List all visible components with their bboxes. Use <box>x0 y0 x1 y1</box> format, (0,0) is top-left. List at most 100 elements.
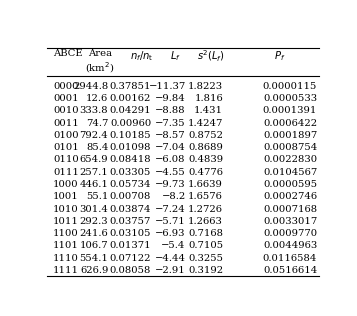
Text: 2944.8: 2944.8 <box>73 82 108 91</box>
Text: −8.57: −8.57 <box>155 131 186 140</box>
Text: 0.03874: 0.03874 <box>110 204 151 214</box>
Text: 0.04291: 0.04291 <box>110 106 151 115</box>
Text: −7.24: −7.24 <box>155 204 186 214</box>
Text: ABCE: ABCE <box>53 49 82 58</box>
Text: 1001: 1001 <box>53 192 79 201</box>
Text: 0001: 0001 <box>53 94 79 103</box>
Text: 1.2663: 1.2663 <box>188 217 223 226</box>
Text: 1.4247: 1.4247 <box>188 118 223 128</box>
Text: 1111: 1111 <box>53 266 79 275</box>
Text: 0101: 0101 <box>53 143 79 152</box>
Text: 0.0044963: 0.0044963 <box>263 241 317 251</box>
Text: 0.0002746: 0.0002746 <box>263 192 317 201</box>
Text: −6.08: −6.08 <box>155 155 186 164</box>
Text: 85.4: 85.4 <box>86 143 108 152</box>
Text: −4.55: −4.55 <box>155 168 186 177</box>
Text: 0.01371: 0.01371 <box>110 241 151 251</box>
Text: 0.7168: 0.7168 <box>188 229 223 238</box>
Text: 55.1: 55.1 <box>86 192 108 201</box>
Text: 0.0009770: 0.0009770 <box>263 229 317 238</box>
Text: −5.71: −5.71 <box>155 217 186 226</box>
Text: −5.4: −5.4 <box>161 241 186 251</box>
Text: 1010: 1010 <box>53 204 79 214</box>
Text: 0011: 0011 <box>53 118 79 128</box>
Text: 0.00162: 0.00162 <box>110 94 151 103</box>
Text: 106.7: 106.7 <box>80 241 108 251</box>
Text: 0.03105: 0.03105 <box>110 229 151 238</box>
Text: 0.0001897: 0.0001897 <box>263 131 317 140</box>
Text: 0.08418: 0.08418 <box>110 155 151 164</box>
Text: −2.91: −2.91 <box>155 266 186 275</box>
Text: 0.08058: 0.08058 <box>110 266 151 275</box>
Text: 0.37851: 0.37851 <box>110 82 151 91</box>
Text: 0.01098: 0.01098 <box>110 143 151 152</box>
Text: −7.35: −7.35 <box>155 118 186 128</box>
Text: 1.816: 1.816 <box>194 94 223 103</box>
Text: 554.1: 554.1 <box>79 254 108 263</box>
Text: −4.44: −4.44 <box>155 254 186 263</box>
Text: $s^2(L_f)$: $s^2(L_f)$ <box>197 49 225 64</box>
Text: 1000: 1000 <box>53 180 79 189</box>
Text: 0.0116584: 0.0116584 <box>263 254 317 263</box>
Text: 0.0000595: 0.0000595 <box>263 180 317 189</box>
Text: $P_f$: $P_f$ <box>274 49 286 63</box>
Text: 0110: 0110 <box>53 155 79 164</box>
Text: 0.0008754: 0.0008754 <box>263 143 317 152</box>
Text: −11.37: −11.37 <box>149 82 186 91</box>
Text: 0.8752: 0.8752 <box>188 131 223 140</box>
Text: 1101: 1101 <box>53 241 79 251</box>
Text: 0.4776: 0.4776 <box>188 168 223 177</box>
Text: −7.04: −7.04 <box>155 143 186 152</box>
Text: 792.4: 792.4 <box>80 131 108 140</box>
Text: 0.00960: 0.00960 <box>110 118 151 128</box>
Text: 0.0516614: 0.0516614 <box>263 266 317 275</box>
Text: 333.8: 333.8 <box>80 106 108 115</box>
Text: 0.0000533: 0.0000533 <box>263 94 317 103</box>
Text: 1.431: 1.431 <box>194 106 223 115</box>
Text: 0.00708: 0.00708 <box>110 192 151 201</box>
Text: 0.05734: 0.05734 <box>110 180 151 189</box>
Text: $n_f/n_{\mathrm{t}}$: $n_f/n_{\mathrm{t}}$ <box>130 49 153 63</box>
Text: 0.3192: 0.3192 <box>188 266 223 275</box>
Text: 0.0001391: 0.0001391 <box>263 106 317 115</box>
Text: 301.4: 301.4 <box>79 204 108 214</box>
Text: $L_f$: $L_f$ <box>170 49 181 63</box>
Text: 0010: 0010 <box>53 106 79 115</box>
Text: 626.9: 626.9 <box>80 266 108 275</box>
Text: 0.07122: 0.07122 <box>110 254 151 263</box>
Text: 0.0022830: 0.0022830 <box>263 155 317 164</box>
Text: 257.1: 257.1 <box>80 168 108 177</box>
Text: 12.6: 12.6 <box>86 94 108 103</box>
Text: 0111: 0111 <box>53 168 79 177</box>
Text: 0.0000115: 0.0000115 <box>263 82 317 91</box>
Text: 1.6576: 1.6576 <box>188 192 223 201</box>
Text: 0.8689: 0.8689 <box>188 143 223 152</box>
Text: 0.03757: 0.03757 <box>110 217 151 226</box>
Text: −8.2: −8.2 <box>161 192 186 201</box>
Text: 0.0006422: 0.0006422 <box>263 118 317 128</box>
Text: 1.6639: 1.6639 <box>188 180 223 189</box>
Text: 1110: 1110 <box>53 254 79 263</box>
Text: 1100: 1100 <box>53 229 79 238</box>
Text: 0.7105: 0.7105 <box>188 241 223 251</box>
Text: 446.1: 446.1 <box>79 180 108 189</box>
Text: 74.7: 74.7 <box>86 118 108 128</box>
Text: 0.3255: 0.3255 <box>188 254 223 263</box>
Text: −9.73: −9.73 <box>155 180 186 189</box>
Text: 1011: 1011 <box>53 217 79 226</box>
Text: 0.0104567: 0.0104567 <box>263 168 317 177</box>
Text: −8.88: −8.88 <box>155 106 186 115</box>
Text: 0.0033017: 0.0033017 <box>263 217 317 226</box>
Text: 0000: 0000 <box>53 82 79 91</box>
Text: Area
(km$^2$): Area (km$^2$) <box>85 49 115 75</box>
Text: 0.0007168: 0.0007168 <box>263 204 317 214</box>
Text: 0.4839: 0.4839 <box>188 155 223 164</box>
Text: 241.6: 241.6 <box>80 229 108 238</box>
Text: 0100: 0100 <box>53 131 79 140</box>
Text: −9.84: −9.84 <box>155 94 186 103</box>
Text: 1.2726: 1.2726 <box>188 204 223 214</box>
Text: 0.03305: 0.03305 <box>110 168 151 177</box>
Text: 292.3: 292.3 <box>80 217 108 226</box>
Text: 1.8223: 1.8223 <box>188 82 223 91</box>
Text: −6.93: −6.93 <box>155 229 186 238</box>
